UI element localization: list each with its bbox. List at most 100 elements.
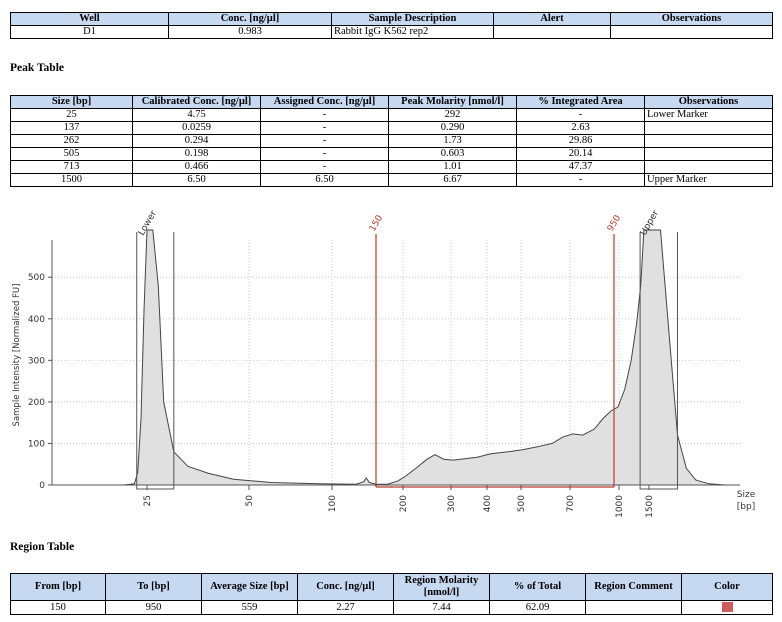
x-tick-label: 1500 [645, 495, 655, 518]
sample-description-cell: Rabbit IgG K562 rep2 [331, 25, 494, 39]
x-tick-label: 400 [483, 495, 493, 512]
region-color-swatch [721, 602, 733, 613]
percent-total-cell: 62.09 [489, 600, 586, 615]
x-tick-label: 700 [566, 495, 576, 512]
calibrated-conc-cell: 0.466 [132, 160, 261, 174]
calibrated-conc-cell: 0.0259 [132, 121, 261, 135]
x-tick-label: 1000 [615, 495, 625, 518]
alert-cell [493, 25, 611, 39]
header-from: From [bp] [10, 573, 106, 601]
y-tick-label: 300 [28, 356, 45, 366]
assigned-conc-cell: - [260, 121, 389, 135]
header-peak-observations: Observations [644, 95, 773, 109]
region-conc-cell: 2.27 [297, 600, 394, 615]
calibrated-conc-cell: 6.50 [132, 173, 261, 187]
header-color: Color [681, 573, 773, 601]
table-row: 137 0.0259-0.290 2.63 [10, 121, 773, 135]
from-cell: 150 [10, 600, 106, 615]
assigned-conc-cell: - [260, 134, 389, 148]
observations-cell [644, 160, 773, 174]
to-cell: 950 [105, 600, 202, 615]
integrated-area-cell: - [516, 173, 645, 187]
header-region-molarity: Region Molarity [nmol/l] [393, 573, 490, 601]
y-tick-label: 500 [28, 273, 45, 283]
header-region-conc: Conc. [ng/µl] [297, 573, 394, 601]
size-cell: 262 [10, 134, 133, 148]
assigned-conc-cell: - [260, 108, 389, 122]
y-tick-label: 200 [28, 398, 45, 408]
header-size: Size [bp] [10, 95, 133, 109]
header-conc: Conc. [ng/µl] [168, 12, 332, 26]
x-tick-label: 300 [447, 495, 457, 512]
region-molarity-cell: 7.44 [393, 600, 490, 615]
table-row: 505 0.198-0.603 20.14 [10, 147, 773, 161]
size-cell: 25 [10, 108, 133, 122]
x-tick-label: 500 [517, 495, 527, 512]
well-cell: D1 [10, 25, 169, 39]
peak-molarity-cell: 292 [388, 108, 517, 122]
table-row: 262 0.294-1.73 29.86 [10, 134, 773, 148]
region-table: From [bp] To [bp] Average Size [bp] Conc… [10, 573, 773, 615]
peak-molarity-cell: 0.603 [388, 147, 517, 161]
region-comment-cell [585, 600, 682, 615]
well-table-header: Well Conc. [ng/µl] Sample Description Al… [10, 12, 773, 26]
y-tick-label: 0 [39, 481, 45, 491]
table-row: 1500 6.50 6.50 6.67- Upper Marker [10, 173, 773, 187]
header-sample-description: Sample Description [331, 12, 494, 26]
axes: 0 100 200 300 400 500 25 50 100 200 300 400 500 700 10… [28, 240, 756, 518]
region-from-label: 150 [368, 213, 385, 233]
x-axis-label: Size [737, 490, 756, 500]
size-cell: 137 [10, 121, 133, 135]
integrated-area-cell: 20.14 [516, 147, 645, 161]
header-calibrated-conc: Calibrated Conc. [ng/µl] [132, 95, 261, 109]
header-percent-total: % of Total [489, 573, 586, 601]
table-row: 150 950 559 2.27 7.44 62.09 [10, 600, 773, 615]
calibrated-conc-cell: 0.294 [132, 134, 261, 148]
observations-cell [644, 147, 773, 161]
well-table: Well Conc. [ng/µl] Sample Description Al… [10, 12, 773, 39]
y-tick-label: 400 [28, 315, 45, 325]
header-assigned-conc: Assigned Conc. [ng/µl] [260, 95, 389, 109]
marker-box [639, 232, 678, 490]
average-size-cell: 559 [201, 600, 298, 615]
peak-table: Size [bp] Calibrated Conc. [ng/µl] Assig… [10, 95, 773, 187]
table-row: 713 0.466-1.01 47.37 [10, 160, 773, 174]
peak-molarity-cell: 6.67 [388, 173, 517, 187]
calibrated-conc-cell: 0.198 [132, 147, 261, 161]
x-axis-label-unit: [bp] [737, 502, 755, 512]
x-tick-label: 25 [143, 495, 153, 506]
x-tick-label: 50 [245, 495, 255, 507]
region-table-title: Region Table [10, 541, 75, 553]
peak-molarity-cell: 0.290 [388, 121, 517, 135]
header-region-comment: Region Comment [585, 573, 682, 601]
peak-table-header: Size [bp] Calibrated Conc. [ng/µl] Assig… [10, 95, 773, 109]
table-row: D1 0.983 Rabbit IgG K562 rep2 [10, 25, 773, 39]
observations-cell: Lower Marker [644, 108, 773, 122]
marker-box [136, 232, 175, 490]
integrated-area-cell: 2.63 [516, 121, 645, 135]
observations-cell [610, 25, 773, 39]
assigned-conc-cell: - [260, 147, 389, 161]
observations-cell [644, 134, 773, 148]
integrated-area-cell: 47.37 [516, 160, 645, 174]
assigned-conc-cell: 6.50 [260, 173, 389, 187]
region-table-header: From [bp] To [bp] Average Size [bp] Conc… [10, 573, 773, 601]
header-peak-molarity: Peak Molarity [nmol/l] [388, 95, 517, 109]
conc-cell: 0.983 [168, 25, 332, 39]
size-cell: 505 [10, 147, 133, 161]
observations-cell [644, 121, 773, 135]
header-observations: Observations [610, 12, 773, 26]
size-cell: 1500 [10, 173, 133, 187]
peak-table-title: Peak Table [10, 62, 65, 74]
integrated-area-cell: - [516, 108, 645, 122]
header-alert: Alert [493, 12, 611, 26]
trace-area [123, 230, 726, 485]
header-well: Well [10, 12, 169, 26]
observations-cell: Upper Marker [644, 173, 773, 187]
color-cell [681, 600, 773, 615]
table-row: 25 4.75-292- Lower Marker [10, 108, 773, 122]
header-integrated-area: % Integrated Area [516, 95, 645, 109]
peak-molarity-cell: 1.73 [388, 134, 517, 148]
trace-line [123, 229, 726, 486]
